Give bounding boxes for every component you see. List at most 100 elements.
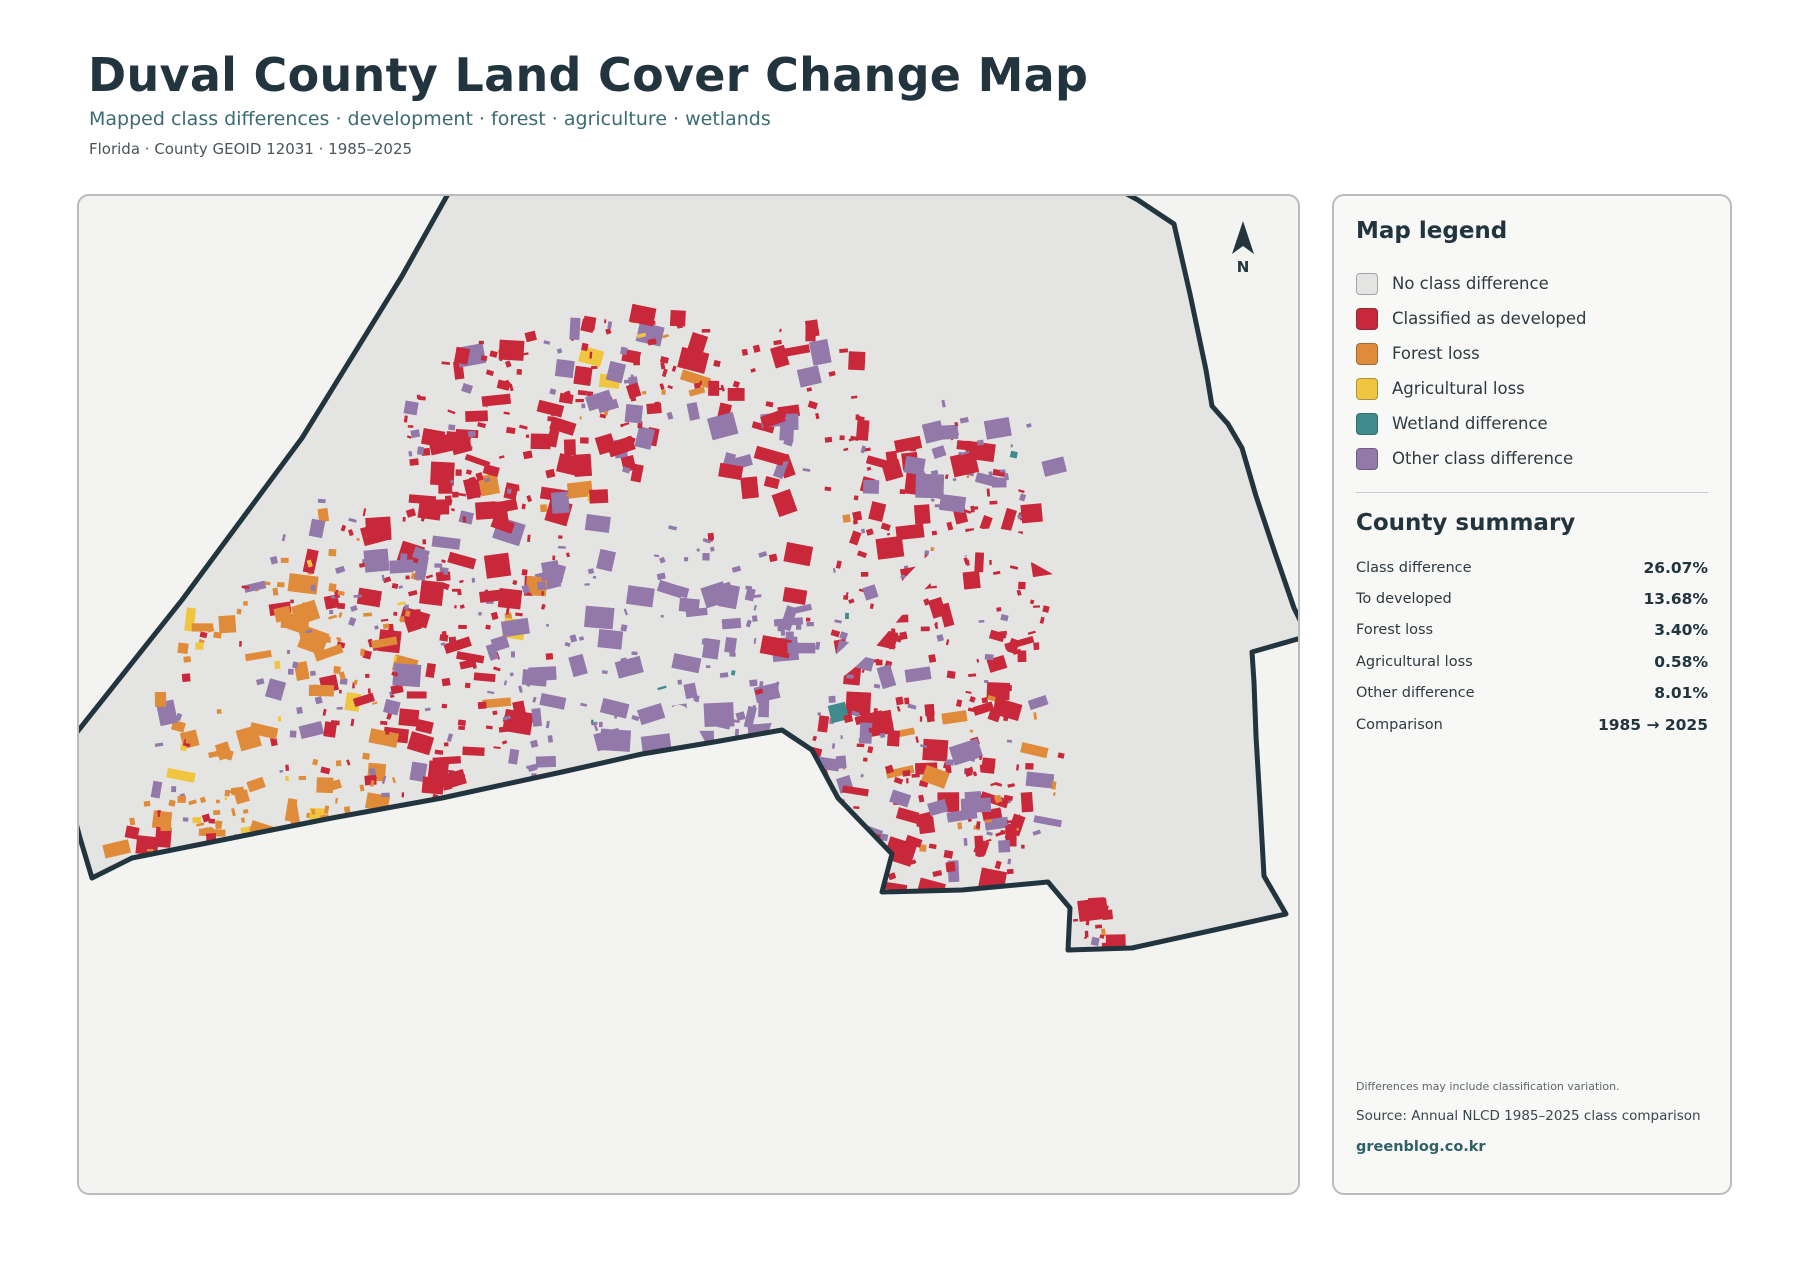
change-patch-other: [506, 488, 512, 495]
change-patch-developed: [891, 628, 896, 635]
change-patch-other: [831, 743, 836, 749]
change-patch-developed: [886, 730, 901, 747]
change-patch-other: [569, 634, 578, 643]
change-patch-developed: [387, 887, 406, 911]
change-patch-forest: [222, 890, 230, 898]
change-patch-forest: [321, 843, 326, 849]
change-patch-developed: [893, 435, 923, 454]
change-patch-developed: [482, 463, 500, 478]
change-patch-other: [597, 398, 619, 414]
change-patch-developed: [992, 570, 1001, 576]
summary-label: Agricultural loss: [1356, 653, 1473, 670]
change-patch-developed: [1009, 565, 1019, 570]
change-patch-other: [787, 642, 816, 654]
change-patch-developed: [407, 589, 418, 597]
change-patch-developed: [1099, 934, 1105, 939]
county-map[interactable]: [79, 196, 1300, 1195]
change-patch-developed: [701, 891, 716, 913]
change-patch-forest: [540, 504, 548, 513]
change-patch-agriculture: [277, 716, 282, 722]
change-patch-other: [461, 382, 474, 394]
summary-value: 1985 → 2025: [1597, 715, 1708, 734]
map-panel[interactable]: [77, 194, 1300, 1195]
change-patch-other: [686, 401, 701, 421]
change-patch-other: [746, 941, 768, 950]
change-patch-developed: [677, 901, 686, 910]
change-patch-forest: [158, 935, 166, 945]
change-patch-forest: [337, 866, 347, 872]
change-patch-developed: [658, 922, 663, 929]
change-patch-other: [733, 719, 740, 723]
change-patch-other: [656, 572, 666, 581]
change-patch-other: [621, 466, 631, 474]
change-patch-forest: [987, 695, 996, 702]
change-patch-developed: [402, 517, 406, 522]
change-patch-other: [127, 896, 145, 919]
change-patch-other: [800, 896, 809, 904]
change-patch-forest: [336, 636, 342, 641]
change-patch-developed: [1016, 764, 1020, 771]
change-patch-forest: [215, 820, 223, 829]
change-patch-developed: [859, 844, 866, 849]
change-patch-other: [368, 767, 377, 777]
change-patch-developed: [817, 802, 840, 817]
change-patch-other: [959, 745, 968, 749]
change-patch-developed: [955, 699, 963, 708]
change-patch-developed: [549, 515, 559, 522]
change-patch-developed: [199, 631, 208, 639]
change-patch-forest: [1016, 827, 1020, 832]
change-patch-other: [584, 605, 615, 630]
change-patch-developed: [435, 571, 444, 576]
change-patch-developed: [581, 342, 589, 352]
change-patch-other: [490, 634, 510, 652]
change-patch-developed: [807, 400, 818, 410]
change-patch-developed: [1017, 650, 1027, 663]
change-patch-other: [793, 757, 800, 763]
change-patch-developed: [759, 635, 792, 659]
change-patch-developed: [782, 587, 808, 605]
change-patch-developed: [760, 409, 786, 429]
change-patch-other: [543, 340, 551, 345]
change-patch-other: [964, 745, 979, 763]
change-patch-other: [310, 670, 316, 676]
change-patch-other: [623, 797, 650, 822]
change-patch-other: [478, 611, 482, 616]
change-patch-other: [984, 680, 989, 684]
change-patch-other: [584, 583, 590, 586]
change-patch-other: [350, 884, 361, 899]
change-patch-other: [526, 680, 531, 687]
change-patch-other: [550, 491, 570, 514]
change-patch-wetland: [730, 670, 736, 676]
change-patch-developed: [923, 598, 931, 606]
summary-value: 13.68%: [1643, 590, 1708, 609]
change-patch-developed: [484, 589, 489, 598]
change-patch-other: [1041, 456, 1067, 477]
change-patch-developed: [734, 946, 750, 950]
change-patch-other: [549, 388, 557, 396]
change-patch-forest: [144, 931, 150, 940]
change-patch-developed: [782, 777, 792, 786]
county-boundary: [79, 196, 1298, 953]
change-patch-other: [603, 728, 608, 736]
change-patch-forest: [319, 868, 325, 873]
north-arrow-icon: [1232, 221, 1254, 254]
change-patch-other: [758, 698, 770, 718]
change-patch-forest: [371, 636, 398, 649]
change-patch-other: [677, 679, 683, 685]
change-patch-wetland: [657, 685, 667, 691]
change-patch-other: [738, 844, 759, 867]
change-patch-other: [986, 831, 993, 836]
change-patch-agriculture: [452, 847, 463, 860]
change-patch-developed: [945, 639, 950, 646]
change-patch-forest: [401, 876, 423, 895]
site-link[interactable]: greenblog.co.kr: [1356, 1139, 1486, 1155]
side-panel: Map legend No class difference Classifie…: [1332, 194, 1732, 1195]
change-patch-other: [403, 400, 419, 416]
change-patch-developed: [646, 944, 663, 950]
change-patch-developed: [845, 691, 872, 716]
change-patch-other: [851, 710, 860, 717]
change-patch-other: [677, 775, 685, 784]
change-patch-developed: [842, 785, 869, 797]
change-patch-other: [723, 760, 728, 769]
change-patch-developed: [1042, 605, 1050, 613]
